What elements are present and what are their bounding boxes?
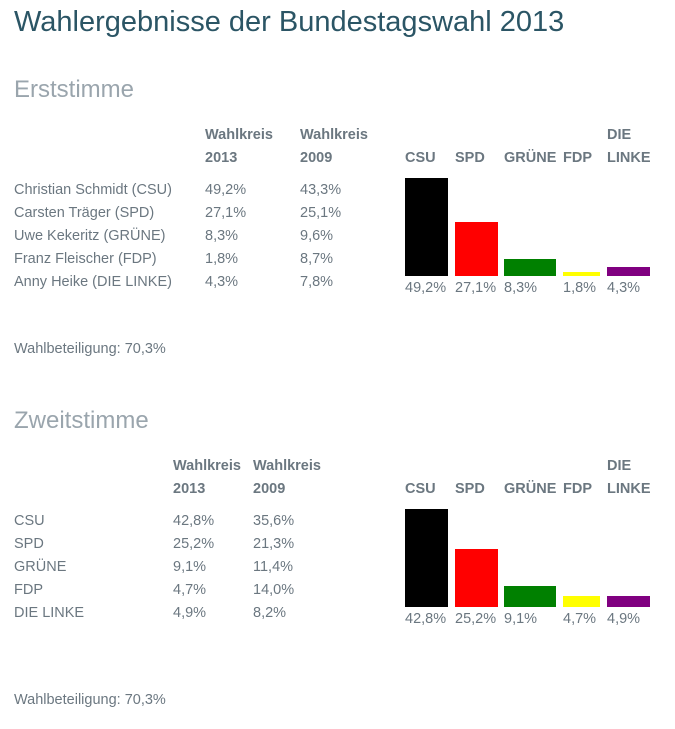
category-label: FDP	[563, 124, 592, 170]
category-label-line: CSU	[405, 150, 436, 166]
value-2013: 8,3%	[205, 228, 239, 244]
bar-csu	[405, 509, 448, 607]
category-label-line: DIE	[607, 127, 632, 143]
category-label-line: SPD	[455, 150, 485, 166]
candidate-name: Franz Fleischer (FDP)	[14, 251, 157, 267]
value-2009: 8,7%	[300, 251, 334, 267]
category-label-line	[563, 455, 592, 478]
category-label-line: DIE	[607, 458, 632, 474]
value-label: 49,2%	[405, 280, 447, 296]
bar-gruene	[504, 259, 556, 276]
column-header-2009: Wahlkreis 2009	[300, 127, 368, 166]
value-2013: 1,8%	[205, 251, 239, 267]
value-2009: 9,6%	[300, 228, 334, 244]
bar-chart-erststimme: CSU 49,2% SPD 27,1% GRÜNE 8,3% FDP 1,8% DIE LI…	[0, 76, 675, 316]
category-label: CSU	[405, 124, 436, 170]
category-label: DIE LINKE	[607, 455, 651, 501]
bar-gruene	[504, 586, 556, 607]
category-label-line: CSU	[405, 481, 436, 497]
column-header-2013: Wahlkreis 2013	[205, 127, 273, 166]
value-2013: 49,2%	[205, 182, 247, 198]
value-2009: 21,3%	[253, 536, 295, 552]
candidate-name: Uwe Kekeritz (GRÜNE)	[14, 228, 166, 244]
value-2013: 4,7%	[173, 582, 207, 598]
category-label-line: GRÜNE	[504, 481, 557, 497]
bar-fdp	[563, 596, 600, 607]
candidate-name: Christian Schmidt (CSU)	[14, 182, 172, 198]
bar-spd	[455, 222, 498, 276]
value-2009: 7,8%	[300, 274, 334, 290]
value-2009: 43,3%	[300, 182, 342, 198]
section-heading: Erststimme	[14, 76, 134, 103]
bar-fdp	[563, 272, 600, 276]
category-label: GRÜNE	[504, 455, 556, 501]
section-zweitstimme: Zweitstimme Wahlkreis 2013 Wahlkreis 200…	[0, 407, 675, 727]
value-2009: 11,4%	[253, 559, 294, 575]
category-label-line: FDP	[563, 481, 592, 497]
value-2013: 4,3%	[205, 274, 239, 290]
value-label: 8,3%	[504, 280, 538, 296]
value-2009: 35,6%	[253, 513, 295, 529]
category-label: SPD	[455, 124, 485, 170]
bar-chart-zweitstimme: CSU 42,8% SPD 25,2% GRÜNE 9,1% FDP 4,7% DIE LI…	[0, 407, 675, 647]
column-header-2009: Wahlkreis 2009	[253, 458, 321, 497]
value-2009: 14,0%	[253, 582, 295, 598]
category-label-line	[455, 124, 485, 147]
turnout-label: Wahlbeteiligung: 70,3%	[14, 341, 166, 357]
candidate-name: Anny Heike (DIE LINKE)	[14, 274, 172, 290]
section-erststimme: Erststimme Wahlkreis 2013 Wahlkreis 2009…	[0, 76, 675, 396]
column-header-2013: Wahlkreis 2013	[173, 458, 241, 497]
value-label: 9,1%	[504, 611, 538, 627]
category-label-line	[405, 124, 436, 147]
category-label-line	[504, 124, 556, 147]
category-label-line	[455, 455, 485, 478]
category-label-line: LINKE	[607, 481, 651, 497]
value-label: 1,8%	[563, 280, 597, 296]
value-label: 42,8%	[405, 611, 447, 627]
category-label: SPD	[455, 455, 485, 501]
value-2009: 25,1%	[300, 205, 342, 221]
party-name: CSU	[14, 513, 45, 529]
value-label: 27,1%	[455, 280, 497, 296]
value-label: 4,3%	[607, 280, 641, 296]
category-label: GRÜNE	[504, 124, 556, 170]
bar-csu	[405, 178, 448, 276]
category-label: DIE LINKE	[607, 124, 651, 170]
party-name: GRÜNE	[14, 559, 67, 575]
turnout-label: Wahlbeteiligung: 70,3%	[14, 692, 166, 708]
category-label-line: LINKE	[607, 150, 651, 166]
bar-spd	[455, 549, 498, 607]
value-2013: 9,1%	[173, 559, 207, 575]
value-2013: 27,1%	[205, 205, 247, 221]
value-label: 25,2%	[455, 611, 497, 627]
category-label: CSU	[405, 455, 436, 501]
section-heading: Zweitstimme	[14, 407, 149, 434]
value-2013: 4,9%	[173, 605, 207, 621]
category-label-line: FDP	[563, 150, 592, 166]
page-title: Wahlergebnisse der Bundestagswahl 2013	[14, 6, 565, 38]
category-label-line	[563, 124, 592, 147]
value-label: 4,9%	[607, 611, 641, 627]
candidate-name: Carsten Träger (SPD)	[14, 205, 155, 221]
category-label-line: SPD	[455, 481, 485, 497]
party-name: SPD	[14, 536, 44, 552]
category-label-line: GRÜNE	[504, 150, 557, 166]
value-2013: 42,8%	[173, 513, 215, 529]
value-2013: 25,2%	[173, 536, 215, 552]
value-label: 4,7%	[563, 611, 597, 627]
category-label: FDP	[563, 455, 592, 501]
party-name: DIE LINKE	[14, 605, 85, 621]
category-label-line	[405, 455, 436, 478]
party-name: FDP	[14, 582, 43, 598]
bar-die-linke	[607, 267, 650, 276]
value-2009: 8,2%	[253, 605, 287, 621]
bar-die-linke	[607, 596, 650, 607]
category-label-line	[504, 455, 556, 478]
